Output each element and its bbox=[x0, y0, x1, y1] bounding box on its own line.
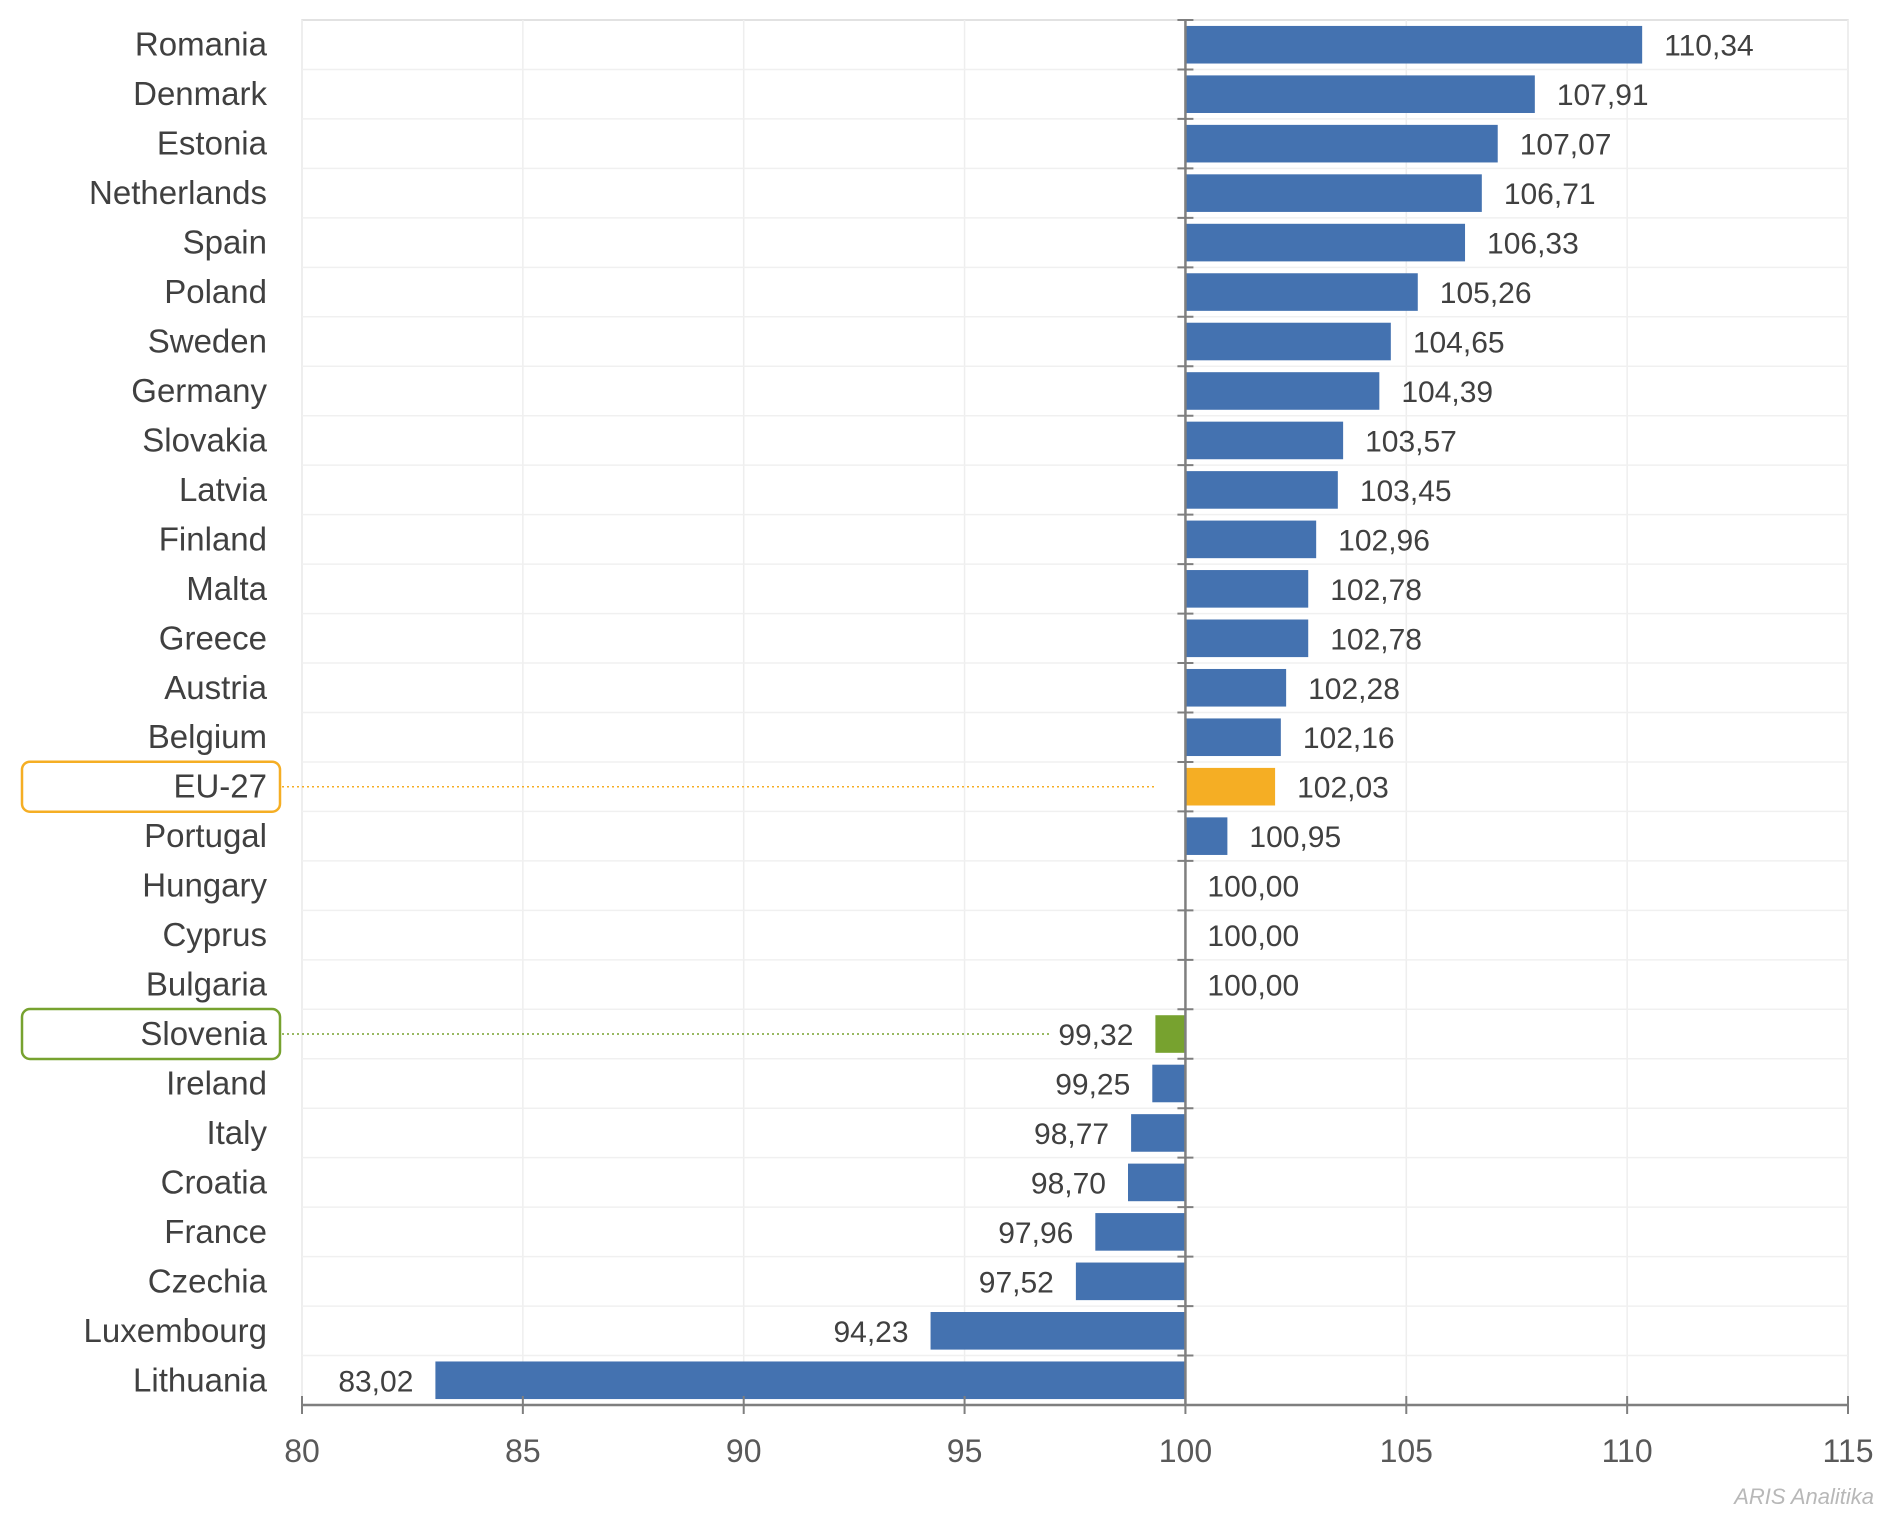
value-label-bulgaria: 100,00 bbox=[1207, 970, 1299, 1003]
bar-poland bbox=[1185, 273, 1418, 311]
category-label-bulgaria: Bulgaria bbox=[146, 966, 268, 1003]
value-label-malta: 102,78 bbox=[1330, 574, 1422, 607]
bar-portugal bbox=[1185, 817, 1228, 855]
value-label-finland: 102,96 bbox=[1338, 524, 1430, 557]
category-label-ireland: Ireland bbox=[166, 1064, 267, 1101]
x-tick-label: 110 bbox=[1602, 1433, 1653, 1469]
category-label-italy: Italy bbox=[206, 1114, 267, 1151]
value-label-luxembourg: 94,23 bbox=[833, 1316, 908, 1349]
value-label-poland: 105,26 bbox=[1440, 277, 1532, 310]
bar-romania bbox=[1185, 25, 1643, 64]
category-label-germany: Germany bbox=[131, 372, 267, 409]
bar-italy bbox=[1131, 1114, 1186, 1152]
value-label-czechia: 97,52 bbox=[979, 1266, 1054, 1299]
value-label-croatia: 98,70 bbox=[1031, 1167, 1106, 1200]
category-label-finland: Finland bbox=[159, 520, 267, 557]
bar-slovakia bbox=[1185, 421, 1344, 460]
category-label-czechia: Czechia bbox=[148, 1262, 268, 1299]
value-label-sweden: 104,65 bbox=[1413, 327, 1505, 360]
value-label-italy: 98,77 bbox=[1034, 1118, 1109, 1151]
value-label-cyprus: 100,00 bbox=[1207, 920, 1299, 953]
category-label-portugal: Portugal bbox=[144, 817, 267, 854]
value-label-slovakia: 103,57 bbox=[1365, 425, 1457, 458]
bar-lithuania bbox=[435, 1361, 1186, 1400]
bar-spain bbox=[1185, 223, 1466, 262]
category-label-greece: Greece bbox=[159, 619, 267, 656]
source-note: ARIS Analitika bbox=[1734, 1484, 1874, 1509]
category-label-lithuania: Lithuania bbox=[133, 1361, 268, 1398]
value-label-latvia: 103,45 bbox=[1360, 475, 1452, 508]
category-label-croatia: Croatia bbox=[161, 1163, 268, 1200]
bar-malta bbox=[1185, 570, 1309, 608]
category-label-romania: Romania bbox=[135, 26, 268, 63]
category-label-denmark: Denmark bbox=[133, 75, 267, 112]
category-label-slovakia: Slovakia bbox=[142, 421, 267, 458]
x-tick-label: 80 bbox=[284, 1433, 320, 1469]
highlight-box-eu-27 bbox=[20, 760, 282, 813]
bar-denmark bbox=[1185, 75, 1535, 113]
category-label-luxembourg: Luxembourg bbox=[84, 1312, 267, 1349]
category-label-poland: Poland bbox=[164, 273, 267, 310]
x-tick-label: 100 bbox=[1159, 1433, 1212, 1469]
x-tick-label: 85 bbox=[505, 1433, 541, 1469]
value-label-eu-27: 102,03 bbox=[1297, 772, 1389, 805]
bar-austria bbox=[1185, 668, 1287, 707]
bar-greece bbox=[1185, 619, 1309, 658]
value-label-lithuania: 83,02 bbox=[338, 1365, 413, 1398]
value-label-ireland: 99,25 bbox=[1055, 1068, 1130, 1101]
category-label-france: France bbox=[164, 1213, 267, 1250]
bar-netherlands bbox=[1185, 174, 1482, 212]
bar-eu-27 bbox=[1185, 767, 1276, 806]
category-label-austria: Austria bbox=[164, 669, 267, 706]
bar-finland bbox=[1185, 520, 1317, 559]
value-label-portugal: 100,95 bbox=[1249, 821, 1341, 854]
value-label-austria: 102,28 bbox=[1308, 673, 1400, 706]
bar-france bbox=[1095, 1213, 1186, 1251]
bar-ireland bbox=[1152, 1064, 1186, 1103]
bar-luxembourg bbox=[930, 1312, 1186, 1350]
value-label-greece: 102,78 bbox=[1330, 623, 1422, 656]
value-label-estonia: 107,07 bbox=[1520, 129, 1612, 162]
bar-czechia bbox=[1075, 1262, 1186, 1301]
category-label-slovenia: Slovenia bbox=[140, 1015, 267, 1052]
value-label-france: 97,96 bbox=[998, 1217, 1073, 1250]
value-label-hungary: 100,00 bbox=[1207, 871, 1299, 904]
value-label-romania: 110,34 bbox=[1664, 30, 1754, 63]
category-label-netherlands: Netherlands bbox=[89, 174, 267, 211]
value-label-belgium: 102,16 bbox=[1303, 722, 1395, 755]
category-label-spain: Spain bbox=[183, 224, 267, 261]
bar-croatia bbox=[1128, 1163, 1186, 1202]
value-label-spain: 106,33 bbox=[1487, 228, 1579, 261]
category-label-eu-27: EU-27 bbox=[173, 768, 267, 805]
category-label-estonia: Estonia bbox=[157, 125, 268, 162]
bar-latvia bbox=[1185, 471, 1338, 509]
category-label-hungary: Hungary bbox=[142, 867, 267, 904]
bar-belgium bbox=[1185, 718, 1281, 757]
value-label-germany: 104,39 bbox=[1401, 376, 1493, 409]
category-label-sweden: Sweden bbox=[148, 323, 267, 360]
x-tick-label: 115 bbox=[1822, 1433, 1873, 1469]
category-label-belgium: Belgium bbox=[148, 718, 267, 755]
category-label-cyprus: Cyprus bbox=[162, 916, 267, 953]
bar-sweden bbox=[1185, 322, 1391, 361]
bar-slovenia bbox=[1155, 1015, 1186, 1053]
x-tick-label: 95 bbox=[947, 1433, 983, 1469]
highlight-box-slovenia bbox=[20, 1007, 282, 1061]
value-label-netherlands: 106,71 bbox=[1504, 178, 1596, 211]
value-label-denmark: 107,91 bbox=[1557, 79, 1649, 112]
x-tick-label: 90 bbox=[726, 1433, 762, 1469]
value-label-slovenia: 99,32 bbox=[1058, 1019, 1133, 1052]
category-label-malta: Malta bbox=[186, 570, 267, 607]
category-label-latvia: Latvia bbox=[179, 471, 268, 508]
x-tick-label: 105 bbox=[1380, 1433, 1433, 1469]
bar-germany bbox=[1185, 372, 1380, 410]
bar-estonia bbox=[1185, 124, 1498, 163]
